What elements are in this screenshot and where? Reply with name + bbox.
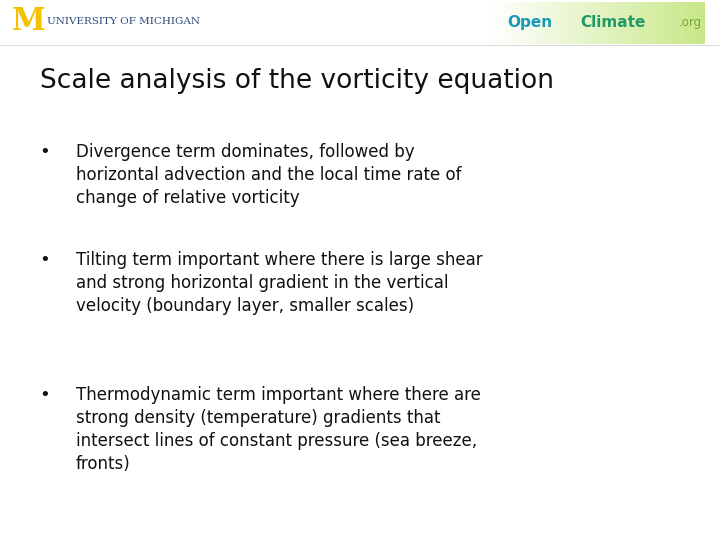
Text: •: • [40, 386, 50, 404]
Text: •: • [40, 251, 50, 269]
Text: UNIVERSITY OF MICHIGAN: UNIVERSITY OF MICHIGAN [47, 17, 199, 26]
Text: Scale analysis of the vorticity equation: Scale analysis of the vorticity equation [40, 68, 554, 93]
Text: Climate: Climate [580, 15, 646, 30]
Text: Tilting term important where there is large shear
and strong horizontal gradient: Tilting term important where there is la… [76, 251, 482, 315]
Text: Divergence term dominates, followed by
horizontal advection and the local time r: Divergence term dominates, followed by h… [76, 143, 461, 207]
Text: .org: .org [679, 16, 702, 29]
Text: •: • [40, 143, 50, 161]
Text: Thermodynamic term important where there are
strong density (temperature) gradie: Thermodynamic term important where there… [76, 386, 480, 473]
Text: M: M [12, 6, 46, 37]
Text: Open: Open [507, 15, 552, 30]
